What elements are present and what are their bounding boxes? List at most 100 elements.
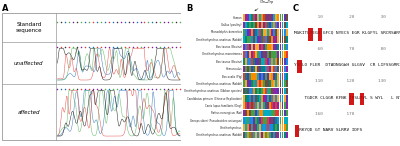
- Bar: [243, 22, 245, 28]
- Bar: [251, 58, 253, 65]
- Bar: [308, 28, 313, 41]
- Bar: [251, 110, 253, 117]
- Bar: [257, 110, 259, 117]
- Bar: [274, 51, 275, 58]
- Bar: [257, 132, 259, 138]
- Bar: [278, 124, 280, 131]
- Bar: [259, 95, 261, 102]
- Bar: [274, 66, 275, 72]
- Bar: [278, 80, 280, 87]
- Bar: [243, 66, 245, 72]
- Text: 10          20          30          40          50: 10 20 30 40 50: [294, 15, 400, 19]
- Text: Gln→Trp: Gln→Trp: [255, 0, 274, 11]
- Bar: [249, 80, 251, 87]
- Text: 160         170: 160 170: [294, 112, 354, 116]
- Bar: [253, 102, 255, 109]
- Text: RKYQD GT NARV SLRRV IDFS: RKYQD GT NARV SLRRV IDFS: [294, 128, 362, 132]
- Bar: [245, 132, 247, 138]
- Bar: [255, 102, 257, 109]
- Bar: [271, 132, 273, 138]
- Bar: [243, 124, 245, 131]
- Bar: [265, 44, 267, 50]
- Bar: [247, 80, 249, 87]
- Bar: [265, 58, 267, 65]
- Bar: [278, 36, 280, 43]
- Bar: [267, 36, 269, 43]
- Bar: [276, 44, 277, 50]
- Bar: [257, 95, 259, 102]
- Bar: [269, 51, 271, 58]
- Bar: [274, 102, 275, 109]
- Bar: [261, 95, 263, 102]
- Text: affected: affected: [18, 110, 40, 115]
- Bar: [257, 51, 259, 58]
- Bar: [286, 95, 288, 102]
- Bar: [274, 58, 275, 65]
- Bar: [284, 29, 286, 36]
- Bar: [284, 95, 286, 102]
- Bar: [245, 58, 247, 65]
- Text: Rattus norvegicus (Rat): Rattus norvegicus (Rat): [211, 111, 242, 115]
- Text: Ornithorhynchus monotremes: Ornithorhynchus monotremes: [202, 53, 242, 57]
- Bar: [282, 14, 284, 21]
- Bar: [249, 124, 251, 131]
- Bar: [251, 29, 253, 36]
- Bar: [251, 95, 253, 102]
- Bar: [249, 44, 251, 50]
- Bar: [259, 51, 261, 58]
- Bar: [243, 29, 245, 36]
- Text: YSCLO FLER  DTADNGGWH GLGSV  CR LIFSSGMRI RLYERKDYRG: YSCLO FLER DTADNGGWH GLGSV CR LIFSSGMRI …: [294, 63, 400, 67]
- Bar: [243, 117, 245, 124]
- Bar: [255, 95, 257, 102]
- Bar: [257, 124, 259, 131]
- Bar: [247, 95, 249, 102]
- Bar: [263, 95, 265, 102]
- Bar: [247, 14, 249, 21]
- Text: A: A: [2, 4, 8, 13]
- Bar: [278, 73, 280, 80]
- Bar: [284, 51, 286, 58]
- Bar: [261, 29, 263, 36]
- Bar: [245, 29, 247, 36]
- Bar: [274, 29, 275, 36]
- Bar: [267, 124, 269, 131]
- Bar: [247, 51, 249, 58]
- Bar: [278, 110, 280, 117]
- Bar: [253, 36, 255, 43]
- Bar: [249, 58, 251, 65]
- Bar: [284, 80, 286, 87]
- Bar: [249, 102, 251, 109]
- Bar: [282, 80, 284, 87]
- Bar: [263, 110, 265, 117]
- Bar: [286, 36, 288, 43]
- Bar: [278, 132, 280, 138]
- Bar: [271, 95, 273, 102]
- Bar: [274, 80, 275, 87]
- Bar: [261, 80, 263, 87]
- Bar: [276, 14, 277, 21]
- Bar: [255, 73, 257, 80]
- Bar: [271, 58, 273, 65]
- Text: unaffected: unaffected: [14, 61, 44, 66]
- Bar: [259, 110, 261, 117]
- Bar: [257, 58, 259, 65]
- Bar: [278, 88, 280, 94]
- Bar: [267, 110, 269, 117]
- Bar: [263, 88, 265, 94]
- Bar: [253, 73, 255, 80]
- Bar: [280, 66, 282, 72]
- Bar: [251, 22, 253, 28]
- Bar: [280, 22, 282, 28]
- Bar: [251, 117, 253, 124]
- Bar: [247, 73, 249, 80]
- Bar: [276, 80, 277, 87]
- Bar: [247, 132, 249, 138]
- Bar: [280, 73, 282, 80]
- Bar: [286, 102, 288, 109]
- Bar: [257, 36, 259, 43]
- Bar: [267, 66, 269, 72]
- Bar: [269, 73, 271, 80]
- Bar: [251, 14, 253, 21]
- Bar: [269, 102, 271, 109]
- Bar: [249, 22, 251, 28]
